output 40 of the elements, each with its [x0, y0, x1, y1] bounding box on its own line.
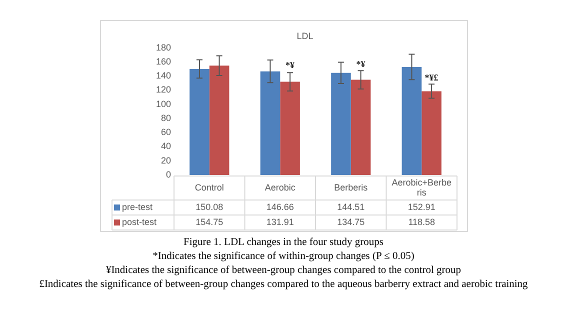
data-label: 144.51 [337, 202, 365, 212]
legend-label: post-test [122, 216, 158, 227]
data-label: 118.58 [408, 216, 436, 227]
y-tick-label: 20 [161, 155, 172, 166]
text: *Indicates the significance of within-group changes (P ≤ 0.05) [152, 250, 416, 264]
chart-title: LDL [296, 30, 314, 41]
legend-label: pre-test [122, 202, 154, 212]
data-label: 131.91 [266, 216, 294, 227]
y-tick-label: 60 [161, 127, 172, 138]
bar [209, 66, 230, 175]
bar [331, 72, 351, 175]
caption: Figure 1. LDL changes in the four study groups [182, 236, 384, 250]
bar [350, 80, 371, 175]
y-tick-label: 0 [166, 169, 172, 180]
data-label: 150.08 [196, 202, 224, 212]
bar [190, 68, 210, 175]
data-label: 134.75 [337, 216, 365, 227]
y-tick-label: 160 [156, 56, 172, 66]
annotation: *¥£ [424, 72, 439, 82]
data-label: 154.75 [196, 216, 224, 227]
x-tick-label: Control [194, 182, 224, 192]
y-tick-label: 100 [156, 98, 172, 109]
bar [402, 66, 422, 175]
text: ¥Indicates the significance of between-group changes compared to the control group [104, 264, 462, 278]
y-tick-label: 120 [156, 84, 172, 95]
data-label: 152.91 [408, 202, 436, 212]
bar [422, 91, 442, 175]
x-tick-label: Aerobic+Berberis [392, 177, 452, 198]
x-tick-label: Aerobic [264, 182, 296, 192]
y-tick-label: 40 [161, 141, 172, 152]
x-tick-label: Berberis [334, 182, 368, 192]
data-label: 146.66 [266, 202, 294, 212]
y-tick-label: 140 [156, 70, 172, 81]
bar [280, 82, 300, 175]
annotation: *¥ [286, 60, 296, 70]
text: £Indicates the significance of between-group changes compared to the aqueous barberry extract and aerobic training [38, 278, 529, 292]
y-tick-label: 80 [161, 112, 172, 123]
y-tick-label: 180 [156, 42, 172, 52]
bar [260, 71, 280, 175]
annotation: *¥ [356, 58, 366, 69]
